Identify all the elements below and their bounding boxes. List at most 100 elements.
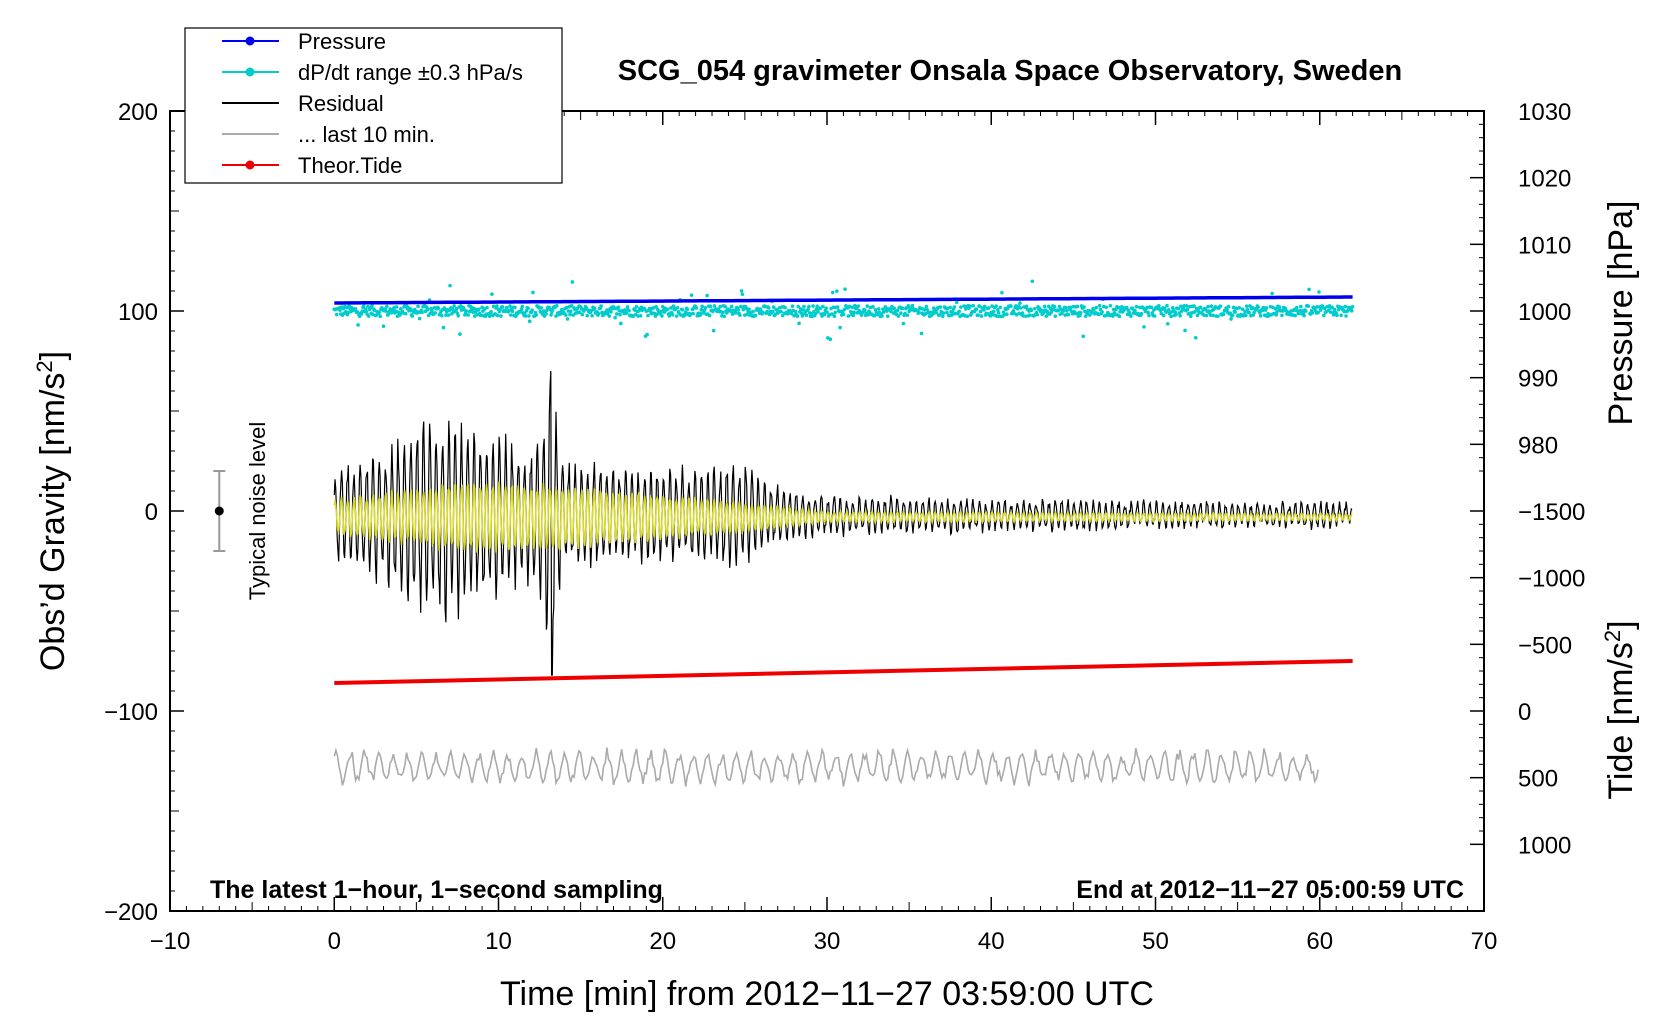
legend-marker	[245, 36, 255, 46]
dpdt-point	[880, 314, 884, 318]
dpdt-point	[623, 308, 627, 312]
dpdt-point	[796, 304, 801, 309]
dpdt-point	[646, 313, 650, 318]
dpdt-point	[539, 306, 544, 310]
dpdt-point	[1225, 307, 1229, 312]
x-tick-label: 0	[328, 928, 341, 955]
dpdt-point	[705, 293, 709, 298]
dpdt-point	[1316, 310, 1320, 315]
dpdt-point	[738, 304, 743, 309]
dpdt-point	[871, 305, 875, 309]
dpdt-point	[616, 305, 621, 310]
dpdt-point	[1165, 303, 1169, 308]
dpdt-point	[751, 309, 755, 314]
dpdt-point	[448, 283, 452, 288]
dpdt-point	[1216, 314, 1220, 318]
dpdt-point	[1019, 306, 1023, 310]
dpdt-point	[394, 305, 399, 309]
dpdt-point	[624, 311, 629, 315]
y-axis-label-gravity: Obs’d Gravity [nm/s2]	[32, 351, 72, 671]
dpdt-point	[1000, 290, 1004, 295]
dpdt-point	[1221, 312, 1226, 317]
legend-label: Theor.Tide	[298, 153, 402, 178]
annotation-end-time: End at 2012−11−27 05:00:59 UTC	[1076, 876, 1464, 904]
dpdt-point	[718, 304, 723, 309]
dpdt-point	[1097, 303, 1102, 308]
dpdt-point	[1052, 304, 1057, 309]
dpdt-point	[1108, 303, 1113, 308]
dpdt-point	[842, 307, 847, 312]
dpdt-point	[359, 312, 364, 316]
dpdt-point	[683, 313, 687, 317]
dpdt-point	[1177, 311, 1182, 315]
dpdt-point	[906, 304, 911, 308]
y-tick-label-pressure: 1030	[1518, 99, 1571, 126]
dpdt-point	[761, 310, 765, 315]
dpdt-point	[865, 304, 870, 308]
y-tick-label-pressure: 980	[1518, 432, 1558, 459]
dpdt-point	[526, 306, 530, 311]
dpdt-point	[396, 310, 401, 314]
dpdt-point	[683, 310, 688, 314]
dpdt-point	[729, 304, 734, 309]
dpdt-point	[765, 309, 769, 314]
dpdt-point	[408, 307, 413, 311]
dpdt-point	[996, 308, 1000, 312]
legend-label: Residual	[298, 91, 384, 116]
dpdt-point	[645, 332, 649, 337]
dpdt-point	[806, 307, 810, 312]
dpdt-point	[384, 309, 388, 313]
dpdt-point	[994, 304, 998, 308]
dpdt-point	[1275, 309, 1279, 314]
dpdt-point	[627, 308, 631, 313]
dpdt-point	[937, 313, 942, 317]
dpdt-point	[1147, 313, 1151, 318]
chart-title: SCG_054 gravimeter Onsala Space Observat…	[618, 55, 1402, 87]
dpdt-point	[804, 313, 809, 318]
dpdt-point	[675, 305, 680, 310]
y-tick-label-pressure: 1020	[1518, 166, 1571, 193]
tide-line	[334, 659, 1353, 685]
dpdt-point	[770, 309, 775, 314]
dpdt-point	[1193, 335, 1198, 340]
dpdt-point	[416, 304, 420, 309]
dpdt-point	[856, 304, 861, 309]
dpdt-point	[708, 304, 713, 309]
y-tick-label-gravity: 200	[118, 99, 158, 126]
dpdt-point	[530, 308, 534, 313]
dpdt-point	[720, 310, 725, 315]
dpdt-point	[1149, 305, 1154, 310]
dpdt-point	[660, 314, 664, 318]
dpdt-point	[694, 306, 699, 310]
dpdt-point	[800, 314, 805, 318]
dpdt-point	[723, 304, 727, 309]
dpdt-point	[670, 312, 675, 317]
dpdt-point	[851, 313, 856, 318]
dpdt-point	[741, 307, 746, 312]
dpdt-point	[945, 310, 949, 315]
dpdt-point	[1349, 309, 1354, 313]
annotation-sampling: The latest 1−hour, 1−second sampling	[210, 876, 663, 904]
dpdt-point	[1350, 305, 1355, 309]
dpdt-point	[978, 309, 983, 314]
dpdt-point	[959, 305, 963, 309]
dpdt-point	[982, 304, 987, 309]
x-tick-label: 20	[649, 928, 676, 955]
dpdt-point	[1244, 304, 1249, 308]
dpdt-point	[1018, 301, 1022, 306]
dpdt-point	[667, 314, 672, 318]
dpdt-point	[1129, 314, 1133, 318]
dpdt-point	[965, 314, 970, 318]
dpdt-point	[830, 290, 835, 295]
dpdt-point	[1245, 307, 1250, 312]
dpdt-point	[1322, 313, 1326, 318]
dpdt-point	[938, 305, 943, 309]
dpdt-point	[793, 310, 798, 314]
dpdt-point	[707, 313, 712, 318]
dpdt-point	[853, 303, 857, 308]
dpdt-point	[885, 314, 890, 318]
dpdt-point	[982, 308, 986, 312]
dpdt-point	[1280, 313, 1284, 318]
y-tick-label-gravity: −100	[104, 699, 158, 726]
dpdt-point	[691, 311, 695, 316]
